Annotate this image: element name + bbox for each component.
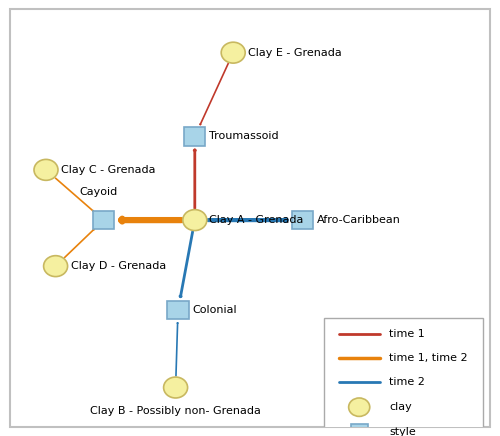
- Bar: [324, 318, 483, 436]
- Text: time 1: time 1: [389, 329, 425, 339]
- Circle shape: [44, 255, 68, 276]
- Text: clay: clay: [389, 402, 412, 412]
- Bar: [184, 127, 206, 146]
- Circle shape: [348, 398, 370, 416]
- Text: Cayoid: Cayoid: [80, 187, 118, 197]
- Bar: [350, 424, 368, 436]
- Text: Clay D - Grenada: Clay D - Grenada: [71, 261, 166, 271]
- Text: time 2: time 2: [389, 377, 425, 387]
- Bar: [292, 211, 314, 229]
- Circle shape: [164, 377, 188, 398]
- Text: Colonial: Colonial: [192, 305, 237, 315]
- Text: Clay E - Grenada: Clay E - Grenada: [248, 48, 342, 58]
- Circle shape: [183, 210, 207, 231]
- Bar: [168, 301, 188, 319]
- Text: time 1, time 2: time 1, time 2: [389, 353, 468, 363]
- Bar: [93, 211, 114, 229]
- Text: Clay A - Grenada: Clay A - Grenada: [209, 215, 304, 225]
- Text: Clay B - Possibly non- Grenada: Clay B - Possibly non- Grenada: [90, 406, 261, 416]
- Text: style: style: [389, 427, 416, 436]
- Text: Troumassoid: Troumassoid: [209, 131, 279, 141]
- Circle shape: [34, 160, 58, 181]
- Text: Afro-Caribbean: Afro-Caribbean: [317, 215, 401, 225]
- Circle shape: [221, 42, 245, 63]
- Text: Clay C - Grenada: Clay C - Grenada: [62, 165, 156, 175]
